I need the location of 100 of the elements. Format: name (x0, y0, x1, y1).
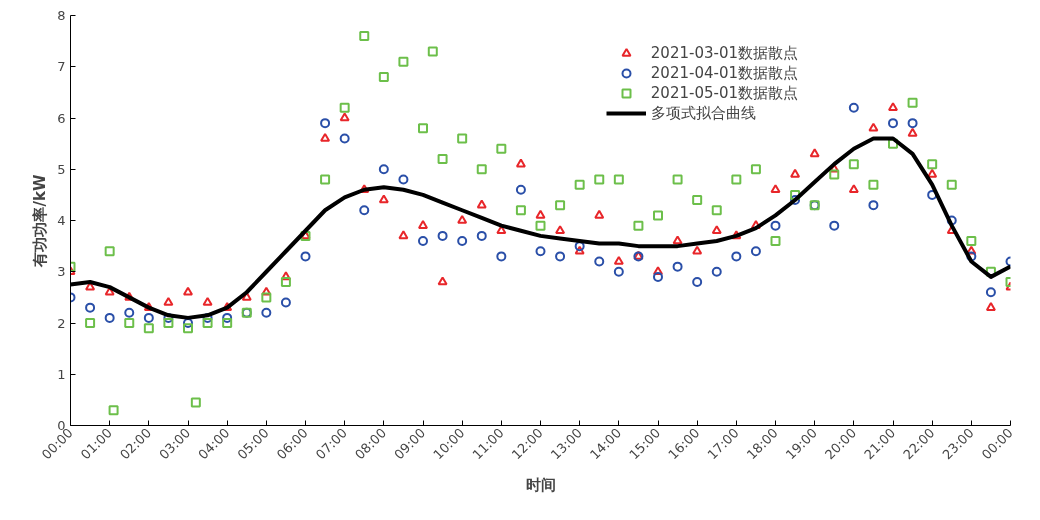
point (848, 102, 859, 113)
point (339, 133, 350, 144)
point (555, 200, 566, 211)
point (770, 184, 781, 194)
point (731, 174, 742, 185)
x-axis-title: 时间 (525, 475, 556, 494)
y-tick-label: 5 (57, 161, 66, 177)
point (692, 245, 703, 255)
point (868, 179, 879, 190)
point (320, 118, 331, 129)
point (613, 255, 624, 265)
point (457, 236, 468, 246)
point (672, 261, 683, 272)
point (653, 271, 663, 282)
point (731, 251, 742, 262)
point (300, 251, 311, 262)
point (222, 312, 233, 323)
point (202, 296, 213, 306)
point (555, 251, 566, 262)
point (476, 164, 487, 175)
point (711, 266, 722, 277)
point (261, 286, 272, 296)
point (104, 312, 115, 323)
point (594, 256, 605, 267)
point (515, 184, 526, 195)
point (711, 225, 722, 235)
point (888, 118, 898, 129)
point (143, 323, 154, 334)
point (183, 286, 193, 296)
point (848, 159, 859, 170)
point (437, 276, 448, 286)
point (770, 220, 781, 231)
point (613, 266, 624, 277)
point (633, 220, 644, 231)
point (692, 195, 703, 205)
y-tick-label: 8 (57, 8, 66, 23)
point (280, 297, 291, 308)
point (809, 148, 820, 158)
point (613, 174, 624, 185)
y-tick-label: 4 (57, 213, 66, 228)
point (398, 230, 409, 240)
point (985, 287, 996, 298)
point (378, 72, 389, 82)
point (907, 97, 918, 108)
point (535, 220, 546, 231)
y-tick-label: 7 (57, 59, 66, 75)
point (515, 205, 526, 216)
point (790, 168, 801, 178)
point (594, 174, 605, 185)
point (476, 199, 487, 209)
point (653, 210, 663, 221)
point (574, 179, 585, 190)
point (555, 225, 566, 235)
point (946, 179, 957, 190)
point (339, 102, 350, 113)
point (535, 246, 546, 257)
point (280, 277, 291, 287)
point (672, 174, 683, 185)
point (261, 307, 272, 318)
point (594, 209, 605, 219)
point (966, 245, 977, 255)
point (85, 302, 96, 313)
point (770, 236, 781, 246)
point (108, 405, 119, 416)
point (418, 236, 428, 246)
point (418, 220, 428, 229)
point (731, 230, 742, 240)
point (574, 245, 585, 255)
point (496, 251, 507, 262)
point (927, 159, 938, 170)
point (437, 230, 448, 241)
point (190, 397, 201, 408)
point (124, 307, 135, 318)
point (202, 318, 213, 328)
point (320, 132, 331, 142)
point (457, 214, 468, 224)
legend-label: 多项式拟合曲线 (650, 103, 756, 123)
point (535, 209, 546, 219)
point (418, 123, 428, 134)
point (359, 205, 370, 216)
point (85, 318, 96, 328)
point (437, 154, 448, 164)
point (104, 246, 115, 257)
point (280, 271, 291, 281)
point (457, 133, 468, 144)
legend-label: 2021-05-01数据散点 (650, 83, 798, 103)
legend-label: 2021-04-01数据散点 (650, 63, 798, 83)
point (398, 174, 409, 185)
point (378, 164, 389, 175)
y-tick-label: 2 (57, 315, 66, 331)
point (427, 46, 438, 57)
point (829, 220, 840, 231)
legend-label: 2021-03-01数据散点 (650, 43, 798, 63)
point (927, 189, 938, 200)
point (339, 112, 350, 122)
y-tick-label: 3 (57, 264, 66, 280)
point (927, 168, 938, 178)
point (476, 230, 487, 241)
point (574, 241, 585, 252)
point (946, 215, 957, 226)
